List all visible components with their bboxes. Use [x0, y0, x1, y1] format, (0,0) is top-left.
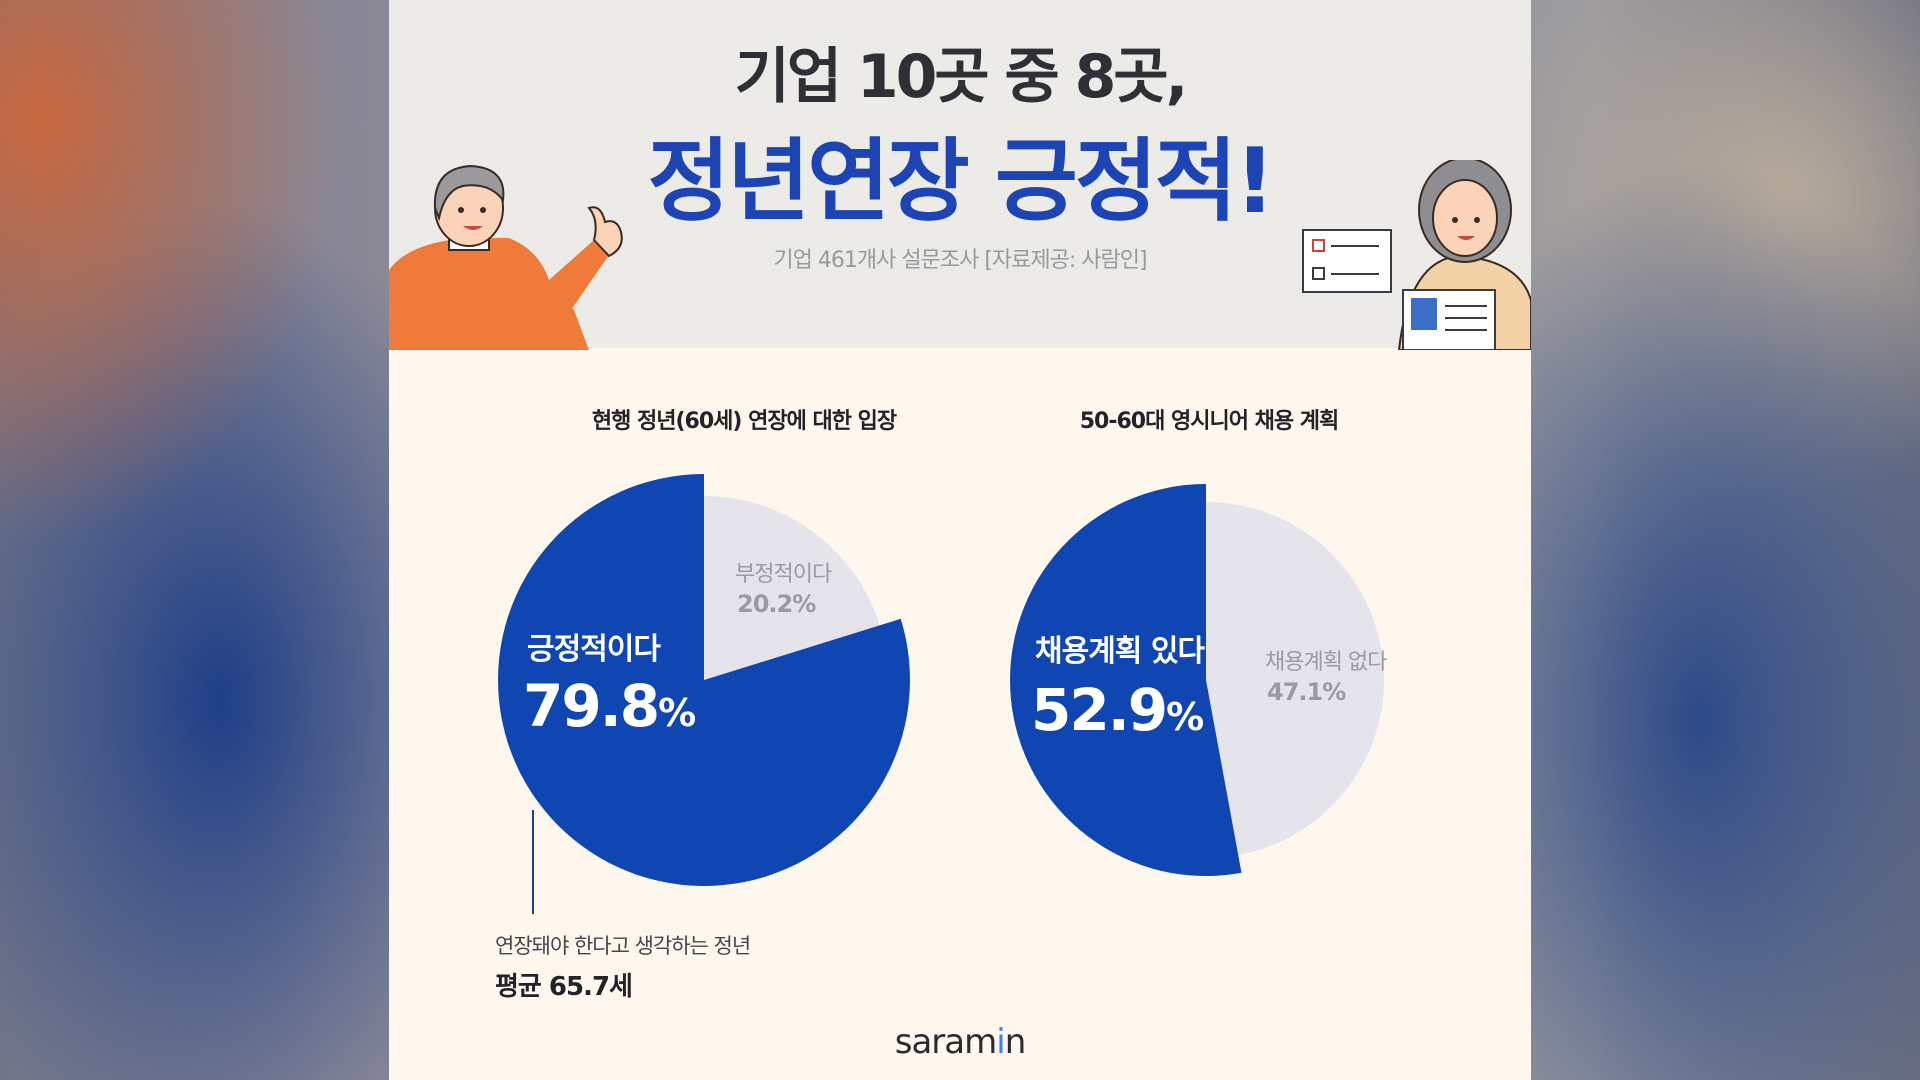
survey-note: 기업 461개사 설문조사 [자료제공: 사람인] — [773, 248, 1147, 273]
callout-text: 연장돼야 한다고 생각하는 정년 — [495, 934, 751, 958]
resume-card-icon — [1402, 289, 1496, 350]
chart-2-slice-1-label: 채용계획 있다 — [1035, 634, 1205, 669]
chart-2-pie — [1009, 484, 1385, 876]
chart-1-slice-1 — [498, 474, 910, 886]
infographic-card: 기업 10곳 중 8곳, 정년연장 긍정적! 기업 461개사 설문조사 [자료… — [389, 0, 1531, 1080]
header-banner: 기업 10곳 중 8곳, 정년연장 긍정적! 기업 461개사 설문조사 [자료… — [389, 0, 1531, 350]
woman-with-resume-illustration — [1302, 160, 1531, 350]
headline-line-2: 정년연장 긍정적! — [647, 129, 1276, 234]
chart-1-title: 현행 정년(60세) 연장에 대한 입장 — [591, 409, 897, 434]
chart-1-slice-2 — [704, 496, 880, 680]
chart-1-pie — [498, 474, 910, 886]
chart-2-slice-2-label: 채용계획 없다 — [1265, 650, 1387, 675]
saramin-logo: saramin — [894, 1022, 1026, 1062]
callout-value: 평균 65.7세 — [495, 972, 633, 1002]
chart-1-slice-1-label: 긍정적이다 — [527, 632, 661, 667]
chart-1-slice-1-value: 79.8% — [523, 672, 696, 740]
chart-2-slice-2 — [1206, 502, 1385, 856]
chart-2-slice-1-value: 52.9% — [1031, 676, 1204, 744]
man-pointing-illustration — [389, 164, 623, 350]
chart-1-slice-2-label: 부정적이다 — [735, 562, 832, 587]
checklist-icon — [1302, 229, 1392, 293]
chart-2-slice-1 — [1009, 484, 1242, 876]
callout-line — [532, 810, 534, 914]
headline-line-1: 기업 10곳 중 8곳, — [734, 42, 1189, 112]
chart-1-slice-2-value: 20.2% — [737, 590, 816, 618]
chart-2-slice-2-value: 47.1% — [1267, 678, 1346, 706]
chart-2-title: 50-60대 영시니어 채용 계획 — [1079, 409, 1340, 434]
